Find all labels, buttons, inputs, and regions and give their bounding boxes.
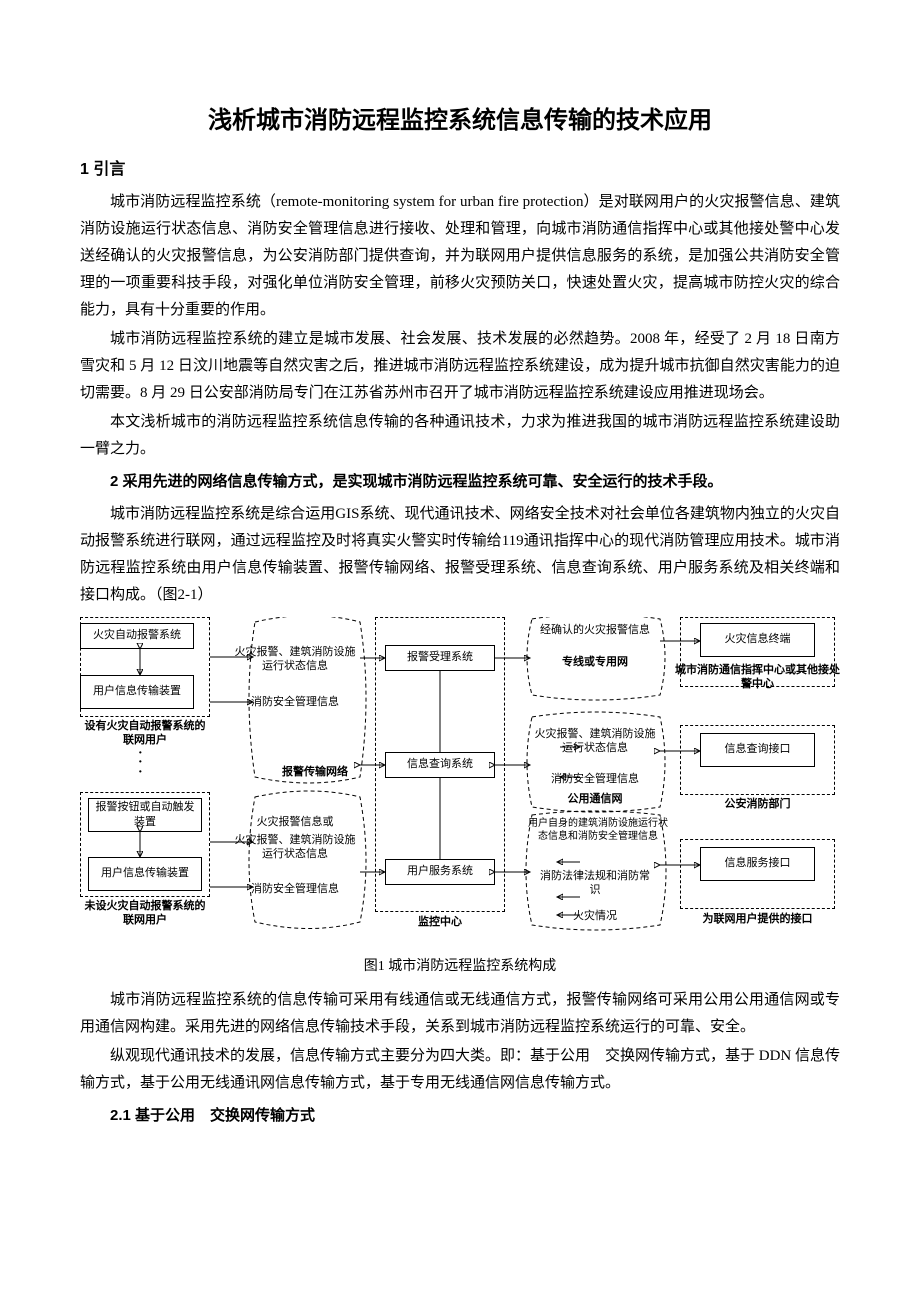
net-text: 火灾报警、建筑消防设施运行状态信息: [230, 645, 360, 674]
paragraph: 纵观现代通讯技术的发展，信息传输方式主要分为四大类。即：基于公用 交换网传输方式…: [80, 1043, 840, 1097]
r-text: 消防法律法规和消防常识: [535, 869, 655, 898]
box-alarm-button: 报警按钮或自动触发装置: [88, 798, 202, 832]
paragraph: 本文浅析城市的消防远程监控系统信息传输的各种通讯技术，力求为推进我国的城市消防远…: [80, 409, 840, 463]
label-group1: 设有火灾自动报警系统的联网用户: [80, 719, 210, 748]
box-accept: 报警受理系统: [385, 645, 495, 671]
r-text: 用户自身的建筑消防设施运行状态信息和消防安全管理信息: [528, 817, 668, 843]
box-user-device-1: 用户信息传输装置: [80, 675, 194, 709]
paragraph: 城市消防远程监控系统（remote-monitoring system for …: [80, 189, 840, 324]
label-monitor-center: 监控中心: [375, 915, 505, 929]
box-query: 信息查询系统: [385, 752, 495, 778]
label-group2: 未设火灾自动报警系统的联网用户: [80, 899, 210, 928]
paragraph: 城市消防远程监控系统是综合运用GIS系统、现代通讯技术、网络安全技术对社会单位各…: [80, 501, 840, 609]
label-user-iface: 为联网用户提供的接口: [675, 912, 840, 926]
net-text: 火灾报警、建筑消防设施运行状态信息: [230, 833, 360, 862]
net-text: 火灾报警信息或: [230, 815, 360, 829]
box-user-device-2: 用户信息传输装置: [88, 857, 202, 891]
label-network: 报警传输网络: [265, 765, 365, 779]
doc-title: 浅析城市消防远程监控系统信息传输的技术应用: [80, 100, 840, 135]
r-text: 消防安全管理信息: [530, 772, 660, 786]
paragraph: 城市消防远程监控系统的建立是城市发展、社会发展、技术发展的必然趋势。2008 年…: [80, 326, 840, 407]
r-text: 火灾情况: [550, 909, 640, 923]
box-fire-auto-alarm: 火灾自动报警系统: [80, 623, 194, 649]
r-net2: 公用通信网: [535, 792, 655, 806]
paragraph: 城市消防远程监控系统的信息传输可采用有线通信或无线通信方式，报警传输网络可采用公…: [80, 987, 840, 1041]
section-2-heading: 2 采用先进的网络信息传输方式，是实现城市消防远程监控系统可靠、安全运行的技术手…: [80, 469, 840, 495]
r-net1: 专线或专用网: [535, 655, 655, 669]
vertical-dots: ···: [138, 749, 143, 778]
box-service: 用户服务系统: [385, 859, 495, 885]
net-text: 消防安全管理信息: [230, 695, 360, 709]
box-query-iface: 信息查询接口: [700, 733, 815, 767]
box-fire-terminal: 火灾信息终端: [700, 623, 815, 657]
figure-caption: 图1 城市消防远程监控系统构成: [80, 955, 840, 975]
label-command: 城市消防通信指挥中心或其他接处警中心: [675, 663, 840, 692]
box-service-iface: 信息服务接口: [700, 847, 815, 881]
figure-1-diagram: 火灾自动报警系统 用户信息传输装置 设有火灾自动报警系统的联网用户 ··· 报警…: [80, 617, 840, 947]
r-text: 经确认的火灾报警信息: [535, 623, 655, 637]
r-text: 火灾报警、建筑消防设施运行状态信息: [530, 727, 660, 756]
net-text: 消防安全管理信息: [230, 882, 360, 896]
section-1-heading: 1 引言: [80, 155, 840, 179]
label-fire-dept: 公安消防部门: [680, 797, 835, 811]
section-2-1-heading: 2.1 基于公用 交换网传输方式: [80, 1103, 840, 1129]
